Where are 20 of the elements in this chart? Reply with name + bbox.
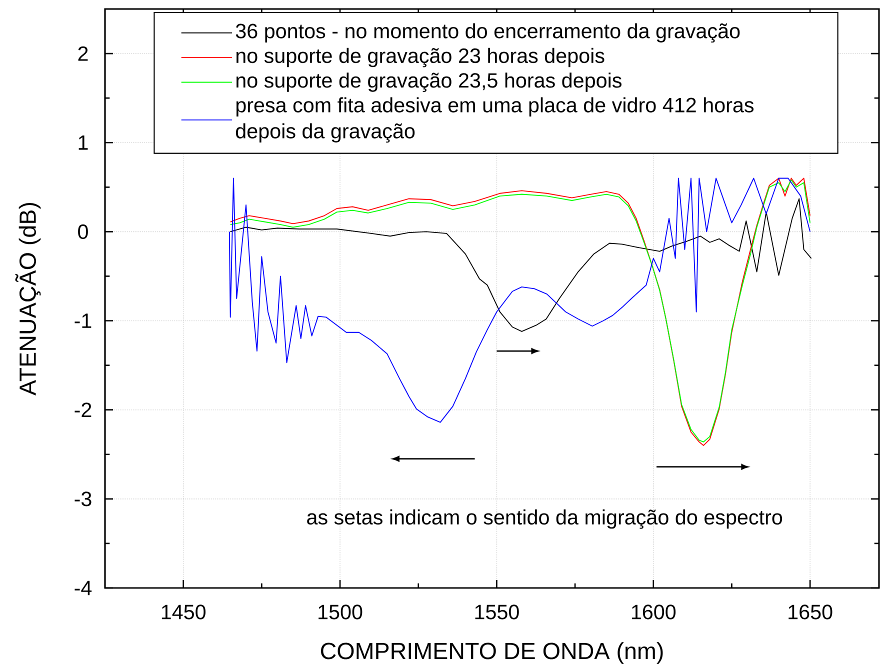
y-tick-label: 2: [78, 46, 88, 61]
line-series: [230, 198, 812, 332]
y-tick-label: 0: [78, 224, 88, 240]
legend-label: no suporte de gravação 23,5 horas depois: [236, 72, 622, 92]
x-tick-label: 1650: [788, 604, 832, 620]
y-tick-label: -2: [74, 402, 92, 418]
x-tick-label: 1550: [475, 604, 519, 620]
legend-label: 36 pontos - no momento do encerramento da gravação: [236, 23, 740, 43]
x-axis-title: COMPRIMENTO DE ONDA (nm): [321, 642, 663, 664]
y-tick-label: -3: [74, 492, 92, 506]
legend-label: no suporte de gravação 23 horas depois: [236, 48, 604, 68]
x-tick-label: 1600: [632, 604, 676, 620]
y-tick-label: 1: [78, 136, 88, 150]
legend-label: presa com fita adesiva em uma placa de vidro 412 horas depois da gravação: [236, 97, 754, 143]
y-tick-label: -4: [74, 580, 92, 596]
x-tick-label: 1450: [162, 604, 206, 620]
x-tick-label: 1500: [318, 604, 362, 620]
annotation: as setas indicam o sentido da migração do espectro: [307, 509, 782, 529]
y-axis-title: ATENUAÇÃO (dB): [15, 202, 41, 396]
y-tick-label: -1: [74, 314, 92, 328]
